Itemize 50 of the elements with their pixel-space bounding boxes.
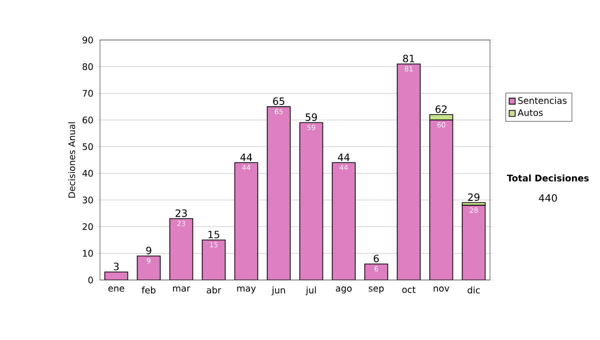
y-tick-label: 20 [82,223,93,230]
y-tick-label: 90 [82,36,93,44]
y-tick-label: 0 [88,276,93,284]
total-label: 3 [114,262,119,270]
bar [234,162,258,280]
x-tick-label: jun [272,286,285,296]
y-axis-title: Decisiones Anual [68,122,76,198]
total-label: 29 [468,193,480,201]
y-tick-label: 50 [82,143,93,150]
y-tick-label: 40 [82,170,93,177]
text: 440 [538,194,557,202]
x-tick-label: may [237,286,256,294]
y-tick-label: 10 [83,250,93,257]
bar [397,64,420,280]
bar [332,162,356,280]
bar [267,106,290,280]
x-tick-label: oct [402,286,416,293]
x-tick-label: sep [368,286,384,294]
bar [364,264,388,280]
total-label: 81 [403,54,414,62]
total-label: 44 [338,154,350,161]
bar [430,120,453,280]
total-label: 59 [306,113,317,121]
x-tick-label: nov [434,286,450,292]
x-tick-label: ene [108,286,124,292]
bar [300,122,323,280]
y-tick-label: 60 [82,116,93,124]
total-label: 15 [208,230,220,238]
x-tick-label: abr [206,286,222,294]
bar [170,218,193,280]
legend-label: Sentencias [518,96,567,104]
x-tick-label: feb [142,286,156,294]
y-tick-label: 30 [82,196,93,204]
y-tick-label: 80 [82,63,93,70]
legend-label: Autos [518,109,543,116]
text: Total Decisiones [506,174,589,182]
total-label: 6 [374,254,379,262]
y-tick-label: 70 [82,90,93,97]
x-tick-label: mar [173,286,190,292]
bar [137,256,160,280]
bar [462,204,486,280]
bar [202,240,226,280]
total-label: 65 [273,97,284,105]
x-tick-label: jul [306,286,316,296]
total-label: 9 [146,246,152,254]
total-label: 62 [436,105,447,113]
x-tick-label: ago [336,286,352,294]
total-label: 23 [176,209,187,217]
total-label: 44 [240,154,252,161]
x-tick-label: dic [468,286,480,294]
